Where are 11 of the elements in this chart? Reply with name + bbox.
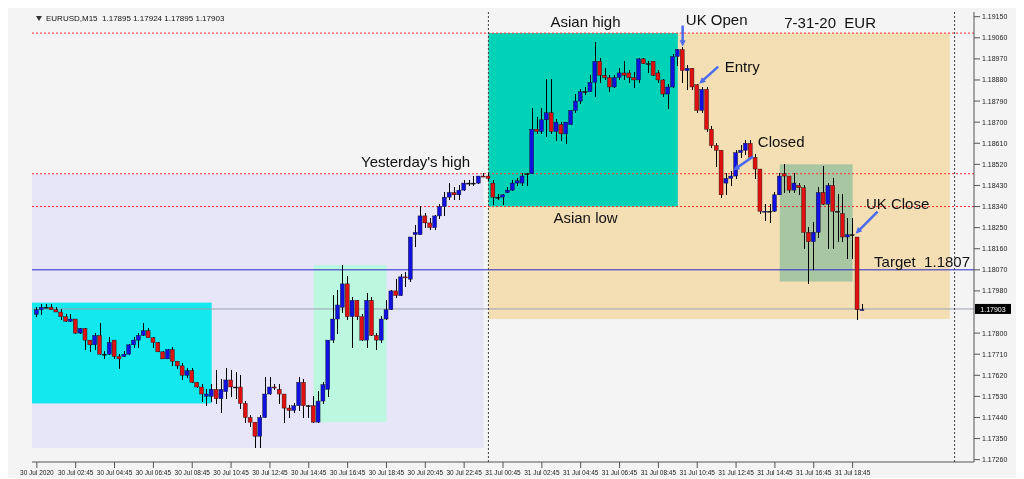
chart-title: EURUSD,M15 1.17895 1.17924 1.17895 1.17903 — [46, 14, 225, 23]
annotation: Yesterday's high — [361, 152, 471, 170]
annotation: 7-31-20 EUR — [784, 14, 876, 31]
annotation: UK Open — [685, 10, 748, 28]
annotation: Closed — [757, 133, 805, 151]
candlestick — [490, 179, 496, 206]
annotation: Asian low — [553, 208, 618, 226]
annotation: UK Close — [865, 194, 930, 212]
annotation: Entry — [724, 57, 761, 75]
annotation: Asian high — [550, 13, 621, 31]
ref-line-label: Target 1.1807 — [874, 252, 970, 270]
